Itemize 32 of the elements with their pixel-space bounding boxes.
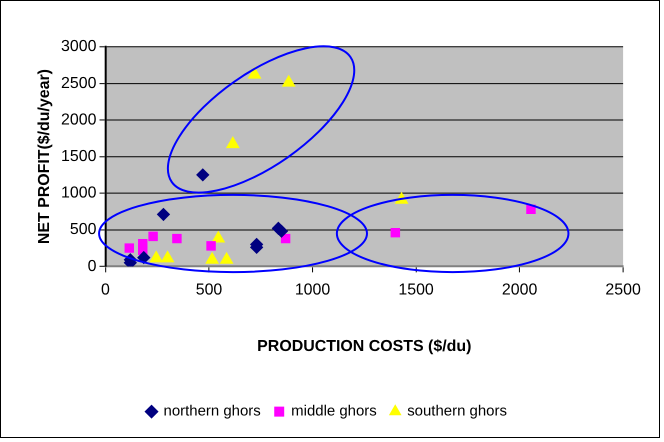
y-tick-label: 500 xyxy=(70,221,97,238)
y-tick-label: 0 xyxy=(88,258,97,275)
point xyxy=(280,234,290,244)
y-tick-label: 2000 xyxy=(61,111,97,128)
y-tick-label: 1000 xyxy=(61,184,97,202)
x-tick-label: 1500 xyxy=(398,281,434,298)
point xyxy=(156,208,170,221)
x-axis-title: PRODUCTION COSTS ($/du) xyxy=(257,338,472,356)
y-tick-label: 3000 xyxy=(61,38,97,56)
x-tick-label: 2500 xyxy=(605,281,641,298)
y-tick-label: 1500 xyxy=(61,148,97,165)
y-tick-label: 2500 xyxy=(61,74,97,92)
point xyxy=(172,234,182,244)
point xyxy=(226,136,240,148)
legend-label: northern ghors xyxy=(164,402,261,420)
point xyxy=(206,241,216,251)
point xyxy=(148,232,158,242)
legend-label: middle ghors xyxy=(291,402,377,420)
point xyxy=(137,251,150,264)
x-tick-label: 500 xyxy=(196,281,222,298)
point xyxy=(196,168,210,182)
y-axis-title: NET PROFIT($/du/year) xyxy=(36,69,53,244)
x-tick-label: 1000 xyxy=(294,281,330,298)
legend-label: southern ghors xyxy=(407,402,507,420)
point xyxy=(282,75,296,87)
point xyxy=(248,67,262,79)
point xyxy=(124,243,134,253)
point xyxy=(274,224,288,238)
point xyxy=(212,231,225,243)
x-tick-label: 2000 xyxy=(502,281,538,298)
point xyxy=(390,228,400,238)
x-tick-label: 0 xyxy=(101,281,110,298)
